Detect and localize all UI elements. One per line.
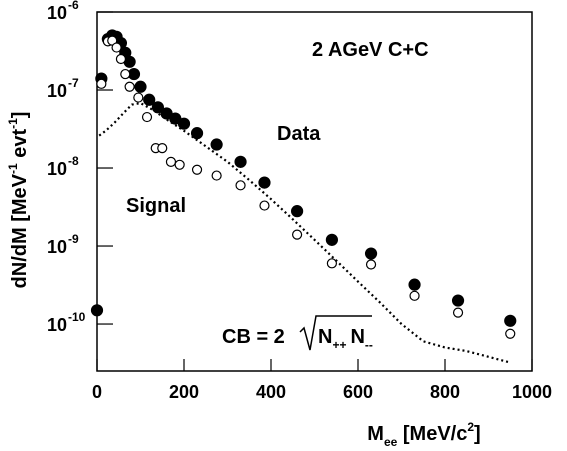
filled-point	[177, 117, 191, 130]
x-tick-label: 800	[430, 382, 460, 402]
y-tick-exponent: -9	[68, 232, 79, 246]
y-tick-exponent: -7	[68, 76, 79, 90]
open-point	[124, 81, 135, 92]
filled-point	[291, 205, 304, 218]
y-label-part: dN/dM [MeV	[9, 173, 31, 288]
y-axis-label-text: dN/dM [MeV-1 evt-1]	[6, 112, 31, 289]
annotation: 2 AGeV C+C	[312, 39, 429, 61]
filled-point	[234, 155, 247, 168]
filled-point	[210, 138, 223, 151]
open-point	[165, 156, 177, 167]
x-tick-label: 0	[92, 382, 102, 402]
open-point	[96, 78, 107, 89]
cb-line	[98, 101, 511, 364]
filled-point	[151, 101, 164, 114]
y-label-part: ]	[9, 112, 31, 119]
cb-formula: CB = 2 N++ N--	[222, 315, 373, 352]
series-label: Signal	[126, 195, 186, 217]
sqrt-sign	[299, 315, 372, 351]
x-label-part: [MeV/c	[397, 423, 467, 445]
y-tick-label: 10	[47, 81, 67, 101]
filled-point	[364, 247, 378, 260]
cb-part: N	[350, 326, 364, 348]
x-label-part: ]	[474, 423, 481, 445]
x-tick-label: 400	[256, 382, 286, 402]
open-point	[115, 53, 127, 65]
open-point	[365, 259, 377, 270]
filled-point	[90, 304, 104, 317]
plot-frame	[96, 11, 533, 372]
open-point	[211, 170, 222, 181]
x-label-part: M	[367, 423, 384, 445]
filled-point	[134, 80, 147, 93]
cb-part: N	[318, 326, 332, 348]
cb-text: N++ N--	[318, 326, 373, 352]
open-point	[111, 42, 122, 53]
x-label-sub: ee	[384, 435, 398, 449]
x-label-sup: 2	[467, 420, 474, 434]
filled-point	[408, 278, 421, 291]
open-point	[505, 328, 516, 339]
open-point	[259, 200, 270, 211]
open-point	[452, 307, 464, 318]
filled-point	[451, 294, 465, 307]
open-point	[191, 164, 203, 175]
x-axis-label: Mee [MeV/c2]	[367, 420, 480, 449]
filled-point	[143, 93, 156, 106]
y-label-sup: -1	[6, 163, 20, 174]
y-tick-exponent: -10	[68, 310, 86, 324]
x-tick-label: 1000	[512, 382, 552, 402]
open-point	[409, 290, 420, 301]
y-axis-label: dN/dM [MeV-1 evt-1]	[6, 112, 31, 289]
y-tick-label: 10	[47, 159, 67, 179]
x-tick-label: 600	[343, 382, 373, 402]
filled-point	[504, 314, 517, 327]
y-label-sup: -1	[6, 118, 20, 129]
y-tick-label: 10	[47, 3, 67, 23]
open-point	[157, 143, 168, 154]
cb-sub: ++	[332, 338, 346, 352]
open-point	[133, 92, 144, 103]
filled-point	[258, 176, 271, 189]
open-point	[120, 68, 131, 80]
x-tick-label: 200	[169, 382, 199, 402]
open-point	[235, 180, 246, 191]
cb-sub: --	[365, 338, 373, 352]
y-label-part: evt	[9, 129, 31, 164]
filled-point	[325, 233, 338, 246]
filled-point	[190, 127, 204, 140]
cb-text: CB = 2	[222, 326, 285, 348]
y-tick-exponent: -8	[68, 154, 79, 168]
open-point	[141, 111, 153, 123]
y-tick-exponent: -6	[68, 0, 79, 12]
series-label: Data	[277, 123, 321, 145]
open-point	[292, 229, 303, 240]
y-tick-label: 10	[47, 315, 67, 335]
open-point	[174, 159, 185, 170]
y-tick-label: 10	[47, 237, 67, 257]
open-point	[326, 258, 337, 269]
